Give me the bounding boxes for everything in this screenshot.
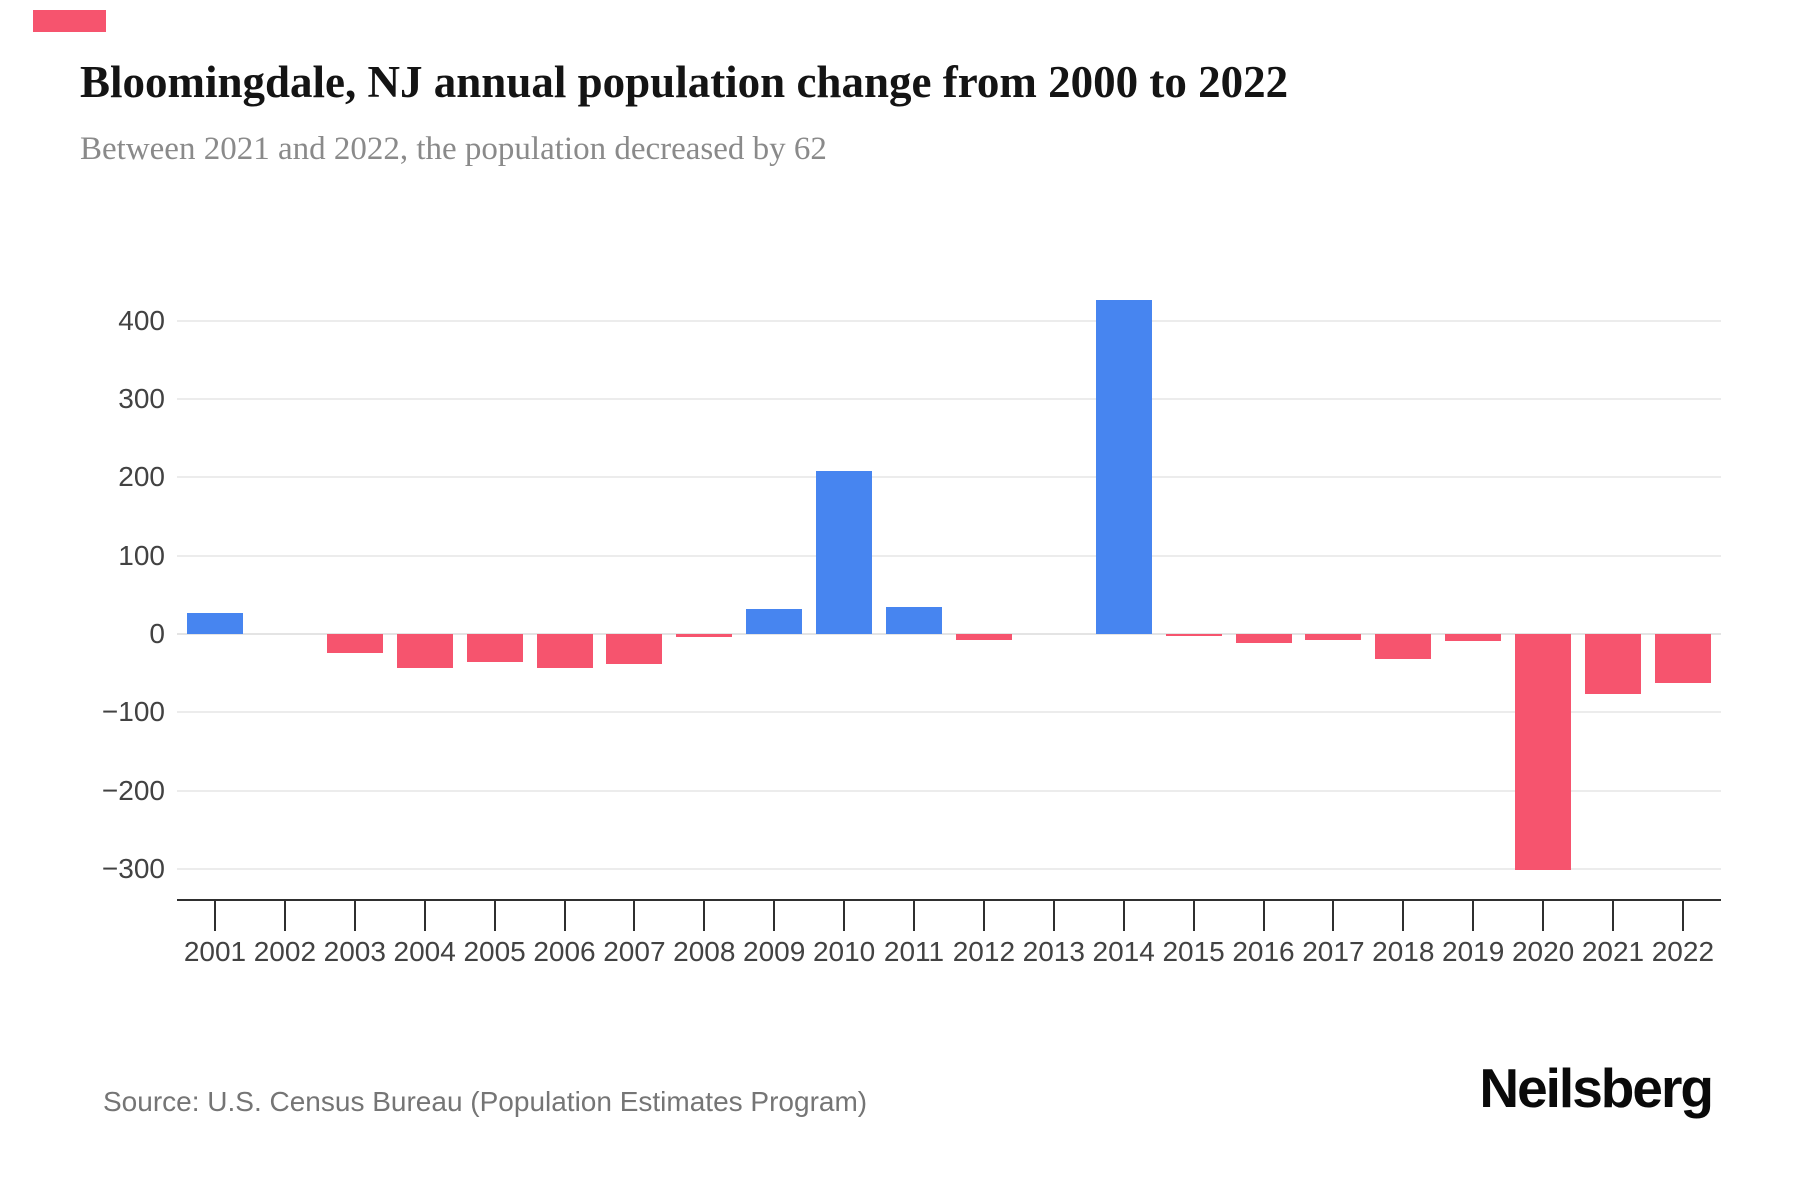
y-axis-tick-label: −100	[101, 696, 165, 728]
bar-2004	[396, 634, 453, 668]
x-axis-tick	[1192, 901, 1195, 931]
x-axis-tick-label: 2020	[1511, 936, 1575, 967]
x-axis-tick	[1402, 901, 1405, 931]
x-axis-tick-label: 2017	[1302, 936, 1365, 967]
x-axis-tick-label: 2022	[1651, 936, 1715, 967]
x-axis-tick-label: 2008	[673, 936, 736, 967]
page-subtitle: Between 2021 and 2022, the population de…	[80, 131, 827, 167]
x-axis-tick	[1612, 901, 1614, 931]
y-axis-tick-label: 300	[118, 383, 165, 415]
x-axis-tick-label: 2006	[533, 936, 596, 967]
x-axis-tick	[214, 901, 216, 931]
gridline--200	[177, 789, 1721, 792]
x-axis-tick-label: 2003	[323, 936, 386, 967]
bar-2007	[606, 634, 663, 664]
bar-2003	[326, 634, 383, 653]
x-axis-tick-label: 2009	[743, 936, 806, 967]
y-axis-tick-label: −300	[101, 852, 165, 884]
gridline--300	[177, 867, 1721, 870]
bar-2010	[816, 471, 873, 634]
x-axis-tick	[633, 901, 636, 931]
y-axis-tick-label: −200	[101, 774, 165, 806]
x-axis-tick-label: 2004	[393, 936, 456, 967]
x-axis-tick-label: 2016	[1232, 936, 1295, 967]
bar-2009	[746, 608, 803, 634]
x-axis-tick-label: 2001	[183, 936, 247, 967]
y-axis-tick-label: 100	[118, 539, 165, 571]
bar-2018	[1375, 634, 1432, 660]
x-axis-tick-label: 2002	[253, 936, 317, 967]
bar-2016	[1235, 634, 1292, 644]
x-axis-tick-label: 2018	[1372, 936, 1435, 967]
x-axis-tick-label: 2013	[1022, 936, 1085, 967]
x-axis-tick-label: 2021	[1581, 936, 1645, 967]
x-axis-tick	[353, 901, 356, 931]
neilsberg-logo: Neilsberg	[1479, 1057, 1714, 1119]
source-note: Source: U.S. Census Bureau (Population E…	[103, 1086, 868, 1117]
gridline--100	[177, 711, 1721, 714]
bar-2015	[1165, 634, 1222, 637]
x-axis-tick	[703, 901, 706, 931]
gridline-0	[177, 633, 1721, 635]
y-axis-tick-label: 400	[118, 304, 165, 336]
x-axis-tick	[1472, 901, 1475, 931]
x-axis-tick	[1262, 901, 1265, 931]
gridline-300	[177, 398, 1721, 401]
x-axis-line	[177, 899, 1721, 901]
x-axis-tick-label: 2010	[812, 936, 876, 967]
bar-2011	[886, 606, 942, 634]
x-axis-tick-label: 2014	[1092, 936, 1155, 967]
bar-2001	[187, 612, 243, 634]
y-axis-tick-label: 0	[149, 618, 165, 649]
x-axis-tick	[1052, 901, 1055, 931]
bar-2008	[676, 634, 733, 638]
x-axis-tick	[563, 901, 566, 931]
x-axis-tick-label: 2007	[603, 936, 666, 967]
bar-chart: 400 300 200 100 0 −100 −200 −300 2001 2002 2003 200…	[101, 300, 1721, 967]
x-axis-tick	[283, 901, 286, 931]
bar-2020	[1515, 634, 1572, 870]
x-axis-tick-label: 2011	[883, 936, 945, 967]
x-axis-tick-label: 2019	[1442, 936, 1505, 967]
bar-2021	[1585, 634, 1641, 695]
x-axis-tick	[982, 901, 985, 931]
gridline-100	[177, 554, 1721, 557]
x-axis-tick	[1542, 901, 1545, 931]
bar-2005	[466, 634, 523, 663]
x-axis-tick-label: 2005	[463, 936, 526, 967]
x-axis-tick	[773, 901, 776, 931]
bar-2019	[1445, 634, 1502, 642]
x-axis-tick-label: 2015	[1162, 936, 1225, 967]
x-axis-tick	[1122, 901, 1125, 931]
bar-2014	[1095, 300, 1152, 634]
x-axis-tick	[843, 901, 846, 931]
bar-2006	[536, 634, 593, 668]
bar-2022	[1654, 634, 1711, 683]
brand-accent-mark	[33, 10, 106, 32]
x-axis-tick	[1332, 901, 1335, 931]
bar-2017	[1305, 634, 1362, 641]
x-axis-tick	[913, 901, 915, 931]
gridline-200	[177, 476, 1721, 479]
page-title: Bloomingdale, NJ annual population chang…	[80, 57, 1289, 107]
x-axis-tick-label: 2012	[952, 936, 1016, 967]
y-axis-tick-label: 200	[118, 461, 165, 493]
x-axis-tick	[423, 901, 426, 931]
bar-2012	[955, 634, 1012, 641]
x-axis-tick	[493, 901, 496, 931]
gridline-400	[177, 319, 1721, 322]
x-axis-tick	[1681, 901, 1684, 931]
